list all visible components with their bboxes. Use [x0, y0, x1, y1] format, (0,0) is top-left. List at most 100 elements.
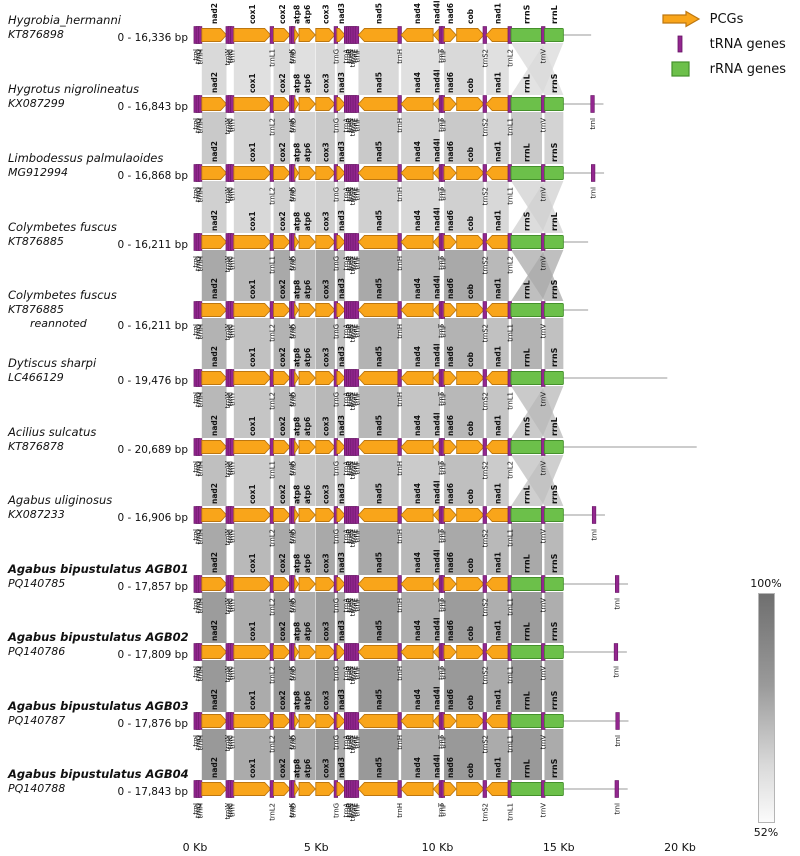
gene-label-nad1: nad1 — [494, 620, 503, 641]
trna-label-trnP: trnP — [439, 256, 447, 270]
species-name: Hygrotus nigrolineatus — [8, 82, 139, 96]
synteny-band — [358, 318, 399, 369]
gene-label-cox2: cox2 — [278, 347, 287, 367]
trna-label-trnA: trnA — [343, 803, 351, 818]
gene-nad2 — [201, 440, 228, 454]
synteny-band — [273, 43, 291, 95]
synteny-band — [315, 43, 335, 95]
trna-label-trnD: trnD — [290, 529, 298, 544]
gene-label-nad6: nad6 — [446, 552, 455, 573]
accession: PQ140787 — [8, 714, 65, 727]
gene-label-cox1: cox1 — [248, 484, 257, 504]
synteny-band — [444, 43, 484, 95]
trna-label-trnI-end: trnI — [591, 529, 599, 541]
synteny-band — [401, 455, 440, 506]
trna-label-trnF: trnF — [353, 735, 361, 749]
gene-label-nad2: nad2 — [210, 346, 219, 367]
trna-label-trnC: trnC — [226, 529, 234, 544]
synteny-band — [510, 729, 543, 780]
trna-label-trnP: trnP — [439, 187, 447, 201]
trna-label-trnN: trnN — [347, 49, 355, 64]
gene-nad6 — [443, 235, 457, 249]
gene-cox2 — [273, 97, 291, 111]
gene-nad4 — [400, 577, 434, 591]
genome-range: 0 - 16,906 bp — [117, 512, 188, 524]
trna-label-trnM: trnM — [197, 735, 205, 751]
trna-label-trnK: trnK — [288, 460, 296, 475]
trna-label-trnK: trnK — [288, 117, 296, 132]
gene-label-nad3: nad3 — [337, 620, 346, 641]
gene-label-nad2: nad2 — [210, 689, 219, 710]
gene-label-nad5: nad5 — [375, 483, 384, 504]
synteny-band — [294, 112, 316, 164]
trna-label-trnK: trnK — [288, 255, 296, 270]
synteny-bands — [201, 43, 564, 780]
trna-label-trnI: trnI — [192, 803, 200, 815]
gene-label-atp8: atp8 — [292, 691, 301, 710]
trna-label-trnC: trnC — [226, 392, 234, 407]
synteny-band — [294, 523, 316, 575]
synteny-band — [336, 318, 346, 369]
gene-label-cox1: cox1 — [248, 758, 257, 778]
trna-label-trnC: trnC — [226, 324, 234, 339]
gene-label-atp8: atp8 — [292, 417, 301, 436]
trna-bar-icon — [677, 35, 683, 53]
gene-label-cob: cob — [466, 694, 475, 710]
gene-cox3 — [315, 303, 336, 317]
genome-range: 0 - 16,336 bp — [117, 32, 188, 44]
trna-label-trnG: trnG — [332, 187, 340, 202]
gene-cob — [456, 371, 485, 385]
trna-label-trnW: trnW — [224, 392, 232, 409]
identity-scale: 100% 52% — [740, 577, 792, 839]
synteny-band — [444, 318, 484, 369]
gene-label-cox3: cox3 — [321, 553, 330, 573]
synteny-band — [273, 592, 291, 643]
trna-label-trnE: trnE — [351, 803, 359, 817]
rrna-rrnL — [510, 577, 543, 591]
synteny-band — [201, 660, 227, 712]
trna-label-trnL1: trnL1 — [506, 187, 514, 205]
axis-tick-label: 15 Kb — [543, 841, 575, 854]
trna-label-trnY: trnY — [229, 665, 237, 680]
synteny-band — [315, 523, 335, 575]
trna-label-trnE: trnE — [351, 324, 359, 338]
gene-label-cox1: cox1 — [248, 279, 257, 299]
trna-label-trnY: trnY — [229, 255, 237, 270]
gene-label-nad4l: nad4l — [433, 686, 442, 710]
trna-label-trnF: trnF — [353, 392, 361, 406]
gene-label-atp6: atp6 — [303, 212, 312, 231]
synteny-band — [486, 181, 509, 233]
synteny-band — [315, 660, 335, 712]
gene-label-atp6: atp6 — [303, 622, 312, 641]
trna-label-trnQ: trnQ — [194, 598, 202, 613]
gene-label-cob: cob — [466, 351, 475, 367]
synteny-band — [336, 523, 346, 575]
gene-nad2 — [201, 97, 228, 111]
gene-cox2 — [273, 371, 291, 385]
synteny-band — [510, 250, 564, 301]
rrna-label-rrnS: rrnS — [550, 347, 559, 367]
trna-label-trnT: trnT — [437, 391, 445, 406]
trna-label-trnC: trnC — [226, 598, 234, 613]
gene-cox1 — [233, 235, 272, 249]
trna-label-trnD: trnD — [290, 735, 298, 750]
gene-label-nad6: nad6 — [446, 757, 455, 778]
gene-nad3 — [336, 508, 346, 522]
gene-atp6 — [298, 440, 316, 454]
trna-label-trnK: trnK — [288, 48, 296, 63]
rrna-label-rrnL: rrnL — [550, 5, 559, 24]
trna-label-trnE: trnE — [351, 256, 359, 270]
gene-label-nad4: nad4 — [413, 689, 422, 710]
gene-atp6 — [298, 303, 316, 317]
gene-label-nad4: nad4 — [413, 278, 422, 299]
gene-label-cox3: cox3 — [321, 416, 330, 436]
species-name: Dytiscus sharpi — [8, 356, 97, 370]
trna-label-trnI: trnI — [192, 324, 200, 336]
gene-nad1 — [485, 577, 510, 591]
gene-label-nad4: nad4 — [413, 620, 422, 641]
synteny-band — [336, 455, 346, 506]
synteny-band — [294, 43, 316, 95]
